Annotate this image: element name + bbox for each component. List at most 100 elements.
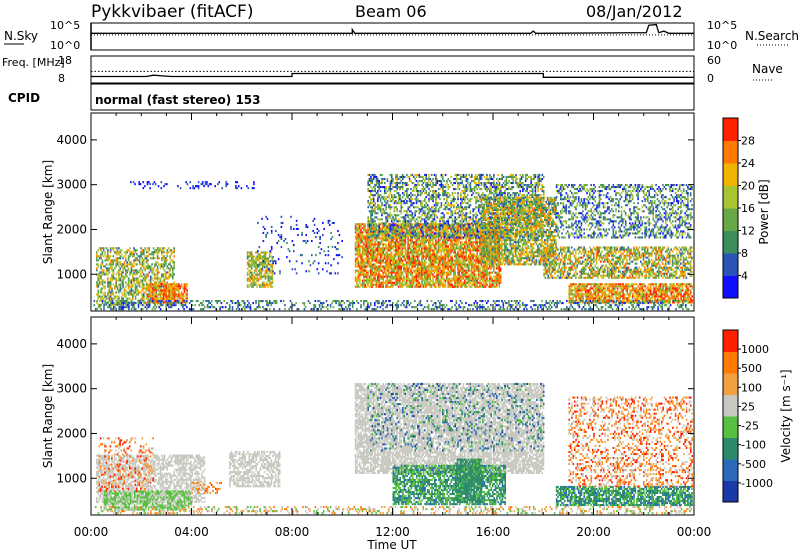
- power-cell: [392, 247, 394, 249]
- power-cell: [120, 263, 122, 265]
- power-cell: [461, 253, 463, 255]
- power-cell: [409, 258, 411, 260]
- power-cell: [446, 249, 448, 251]
- power-cell: [434, 284, 436, 286]
- power-cell: [355, 235, 357, 237]
- power-cell: [383, 210, 385, 212]
- power-cell: [378, 206, 380, 208]
- power-cell: [261, 251, 263, 253]
- power-cell: [394, 220, 396, 222]
- power-cell: [169, 257, 171, 259]
- power-cell: [488, 272, 490, 274]
- power-cell: [392, 276, 394, 278]
- power-cell: [261, 274, 263, 276]
- power-cell: [151, 251, 153, 253]
- power-cell: [425, 262, 427, 264]
- power-cell: [396, 247, 398, 249]
- power-cell: [261, 256, 263, 258]
- power-cell: [390, 190, 392, 192]
- power-cell: [99, 279, 101, 281]
- power-cell: [365, 231, 367, 233]
- power-cell: [414, 270, 416, 272]
- power-cell: [417, 253, 419, 255]
- power-cell: [417, 194, 419, 196]
- power-cell: [107, 279, 109, 281]
- power-cell: [407, 196, 409, 198]
- power-cell: [431, 284, 433, 286]
- power-cell: [370, 262, 372, 264]
- power-cell: [365, 245, 367, 247]
- power-cell: [372, 202, 374, 204]
- power-cell: [373, 258, 375, 260]
- power-cell: [403, 243, 405, 245]
- power-cell: [481, 282, 483, 284]
- power-cell: [96, 281, 98, 283]
- power-cell: [402, 256, 404, 258]
- power-cell: [111, 273, 113, 275]
- power-cell: [247, 256, 249, 258]
- power-cell: [470, 276, 472, 278]
- power-cell: [186, 289, 188, 291]
- power-cell: [399, 282, 401, 284]
- power-cell: [372, 180, 374, 182]
- power-cell: [388, 249, 390, 251]
- power-cell: [182, 287, 184, 289]
- power-cell: [380, 260, 382, 262]
- power-cell: [406, 258, 408, 260]
- power-cell: [181, 299, 183, 301]
- power-cell: [423, 264, 425, 266]
- power-cell: [174, 285, 176, 287]
- power-cell: [128, 263, 130, 265]
- power-cell: [144, 269, 146, 271]
- power-cell: [418, 245, 420, 247]
- power-cell: [384, 239, 386, 241]
- power-cell: [453, 278, 455, 280]
- power-cell: [410, 268, 412, 270]
- power-cell: [461, 266, 463, 268]
- power-cell: [416, 196, 418, 198]
- power-cell: [380, 218, 382, 220]
- power-cell: [496, 286, 498, 288]
- power-cell: [387, 266, 389, 268]
- power-cell: [376, 216, 378, 218]
- power-cell: [454, 278, 456, 280]
- power-cell: [475, 276, 477, 278]
- power-cell: [439, 243, 441, 245]
- power-cell: [133, 277, 135, 279]
- power-cell: [378, 241, 380, 243]
- power-cell: [454, 256, 456, 258]
- power-cell: [470, 241, 472, 243]
- power-cell: [410, 220, 412, 222]
- power-cell: [184, 291, 186, 293]
- power-cell: [114, 286, 116, 288]
- power-cell: [152, 287, 154, 289]
- power-cell: [118, 253, 120, 255]
- power-cell: [449, 278, 451, 280]
- power-cell: [418, 260, 420, 262]
- power-cell: [118, 265, 120, 267]
- power-cell: [394, 256, 396, 258]
- power-cell: [359, 286, 361, 288]
- power-cell: [410, 226, 412, 228]
- power-cell: [387, 247, 389, 249]
- power-cell: [406, 251, 408, 253]
- power-cell: [399, 220, 401, 222]
- power-cell: [434, 260, 436, 262]
- power-cell: [252, 262, 254, 264]
- power-cell: [395, 178, 397, 180]
- power-cell: [392, 222, 394, 224]
- power-cell: [461, 286, 463, 288]
- power-cell: [148, 297, 150, 299]
- power-cell: [370, 178, 372, 180]
- power-cell: [383, 178, 385, 180]
- power-cell: [399, 270, 401, 272]
- power-cell: [395, 174, 397, 176]
- power-cell: [395, 214, 397, 216]
- power-cell: [400, 260, 402, 262]
- power-cell: [377, 182, 379, 184]
- power-cell: [418, 264, 420, 266]
- power-cell: [428, 218, 430, 220]
- power-cell: [390, 234, 392, 236]
- power-cell: [360, 233, 362, 235]
- power-cell: [483, 284, 485, 286]
